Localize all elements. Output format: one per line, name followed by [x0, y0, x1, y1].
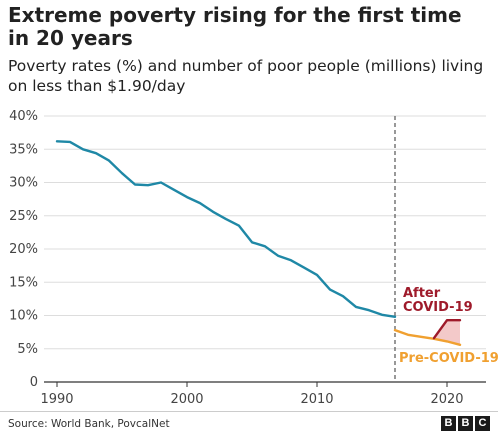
y-tick-label: 0	[30, 375, 38, 390]
annotations: After COVID-19 Pre-COVID-19	[399, 286, 498, 366]
logo-letter: C	[475, 416, 490, 431]
annotation-pre-covid-label: Pre-COVID-19	[399, 351, 498, 366]
annotation-after-label: After	[403, 286, 441, 301]
y-tick-label: 10%	[9, 309, 38, 324]
logo-letter: B	[441, 416, 456, 431]
y-tick-label: 25%	[9, 209, 38, 224]
y-tick-label: 35%	[9, 142, 38, 157]
y-tick-label: 20%	[9, 242, 38, 257]
after-covid-line	[432, 318, 462, 340]
x-tick-label: 2000	[170, 392, 203, 407]
y-tick-label: 40%	[9, 109, 38, 124]
chart-subtitle: Poverty rates (%) and number of poor peo…	[8, 57, 484, 95]
pre-covid-line	[393, 328, 462, 347]
logo-letter: B	[458, 416, 473, 431]
covid-band-area	[434, 320, 460, 345]
footer-divider	[0, 411, 498, 412]
x-tick-label: 2010	[300, 392, 333, 407]
covid-impact-band	[434, 320, 460, 345]
y-axis-ticks: 0 5% 10% 15% 20% 25% 30% 35% 40%	[9, 109, 38, 390]
bbc-logo: B B C	[441, 416, 490, 431]
x-tick-label: 1990	[40, 392, 73, 407]
y-tick-label: 5%	[17, 342, 38, 357]
chart-title: Extreme poverty rising for the first tim…	[8, 3, 462, 50]
annotation-covid-label: COVID-19	[403, 300, 473, 315]
source-note: Source: World Bank, PovcalNet	[8, 418, 170, 430]
gridlines	[44, 115, 486, 383]
poverty-line-chart: 0 5% 10% 15% 20% 25% 30% 35% 40% 1990 2000 2010 202…	[9, 109, 498, 407]
x-axis-ticks: 1990 2000 2010 2020	[40, 382, 464, 407]
series-layer	[55, 140, 462, 347]
historical-poverty-line	[55, 140, 397, 319]
y-tick-label: 30%	[9, 176, 38, 191]
x-tick-label: 2020	[430, 392, 463, 407]
y-tick-label: 15%	[9, 275, 38, 290]
